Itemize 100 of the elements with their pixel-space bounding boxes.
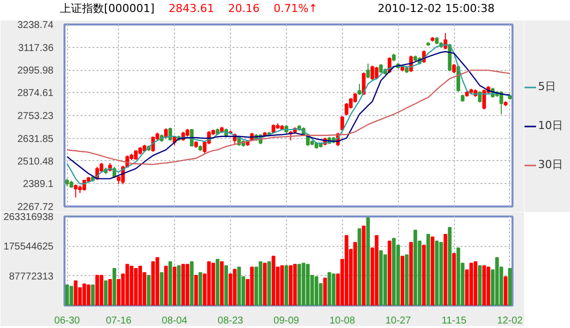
- bar: [374, 235, 378, 306]
- candlestick: [74, 184, 78, 198]
- bar: [332, 274, 336, 306]
- bar: [444, 234, 448, 306]
- line-series: [66, 70, 511, 166]
- bar: [362, 226, 366, 306]
- bar: [267, 261, 271, 306]
- bar: [177, 265, 181, 306]
- bar: [190, 261, 194, 306]
- bar: [469, 262, 474, 306]
- bar: [426, 234, 430, 306]
- bar: [486, 266, 490, 306]
- bar: [383, 254, 388, 306]
- x-tick-label: 09-09: [274, 316, 300, 326]
- bar: [280, 265, 284, 306]
- y-tick-label: 2389.1: [22, 179, 54, 190]
- bar: [452, 252, 456, 306]
- candlestick: [340, 115, 344, 132]
- bar: [86, 284, 90, 306]
- bar: [168, 261, 172, 306]
- x-tick-label: 12-02: [497, 316, 524, 326]
- candlestick: [366, 63, 370, 79]
- bar: [263, 262, 267, 306]
- bar: [358, 228, 362, 306]
- bar: [91, 284, 95, 306]
- bar: [65, 284, 69, 306]
- bar: [146, 274, 151, 306]
- bar: [250, 266, 254, 306]
- bar: [172, 266, 176, 306]
- bar: [302, 262, 306, 306]
- bar: [388, 240, 392, 306]
- bar: [272, 256, 276, 306]
- bar: [100, 274, 104, 306]
- bar: [74, 280, 78, 306]
- bar: [293, 264, 297, 306]
- bar: [211, 262, 216, 306]
- text: 2843.61: [168, 2, 214, 15]
- y-tick-label: 2753.23: [17, 111, 54, 122]
- y-tick-label: 2510.48: [17, 156, 54, 168]
- legend-label: 30日: [538, 157, 563, 172]
- candlestick: [374, 66, 378, 80]
- candlestick: [444, 32, 448, 50]
- y-tick-label: 263316938: [3, 212, 54, 223]
- bar: [474, 261, 478, 306]
- bar: [194, 274, 198, 306]
- bar: [237, 266, 241, 306]
- bar: [379, 250, 383, 306]
- bar: [366, 217, 370, 306]
- bar: [414, 230, 418, 306]
- candlestick: [344, 102, 348, 116]
- x-tick-label: 06-30: [54, 316, 80, 326]
- bar: [151, 261, 155, 306]
- x-tick-label: 07-16: [106, 316, 132, 326]
- bar: [434, 240, 439, 306]
- bar: [95, 274, 100, 306]
- x-tick-label: 08-23: [218, 316, 244, 326]
- bar: [344, 235, 348, 306]
- bar: [328, 272, 332, 306]
- bar: [448, 226, 452, 306]
- bar: [323, 278, 327, 306]
- bar: [297, 264, 302, 306]
- bar: [284, 265, 288, 306]
- bar: [392, 238, 396, 306]
- bar: [439, 242, 443, 306]
- bar: [104, 280, 108, 306]
- bar: [456, 248, 460, 306]
- bar: [108, 278, 112, 306]
- bar: [232, 268, 237, 306]
- bar: [160, 272, 164, 306]
- candlestick: [370, 65, 374, 80]
- bar: [504, 276, 508, 306]
- bar: [314, 276, 318, 306]
- bar: [258, 261, 262, 306]
- text: 20.16: [228, 2, 260, 15]
- bar: [224, 265, 228, 306]
- candlestick: [164, 128, 168, 140]
- x-tick-label: 10-08: [329, 316, 356, 326]
- y-tick-label: 2631.85: [17, 134, 54, 145]
- bar: [112, 268, 116, 306]
- y-tick-label: 87772313: [9, 271, 54, 282]
- bar: [130, 266, 134, 306]
- candlestick: [358, 83, 362, 96]
- x-tick-label: 10-27: [385, 316, 412, 326]
- legend-label: 5日: [538, 79, 557, 94]
- bar: [207, 261, 211, 306]
- y-tick-label: 175544625: [3, 242, 54, 253]
- bar: [409, 242, 413, 306]
- bar: [430, 236, 434, 306]
- bar: [422, 244, 426, 306]
- bar: [404, 254, 409, 306]
- bar: [198, 272, 202, 306]
- text: 0.71%↑: [274, 2, 318, 15]
- y-tick-label: 2267.72: [17, 202, 54, 213]
- y-tick-label: 3117.36: [18, 42, 54, 54]
- bar: [478, 265, 482, 306]
- y-tick-label: 2995.98: [17, 66, 54, 76]
- bar: [495, 257, 499, 306]
- x-tick-label: 08-04: [162, 316, 188, 326]
- bar: [216, 258, 220, 306]
- bar: [508, 268, 512, 306]
